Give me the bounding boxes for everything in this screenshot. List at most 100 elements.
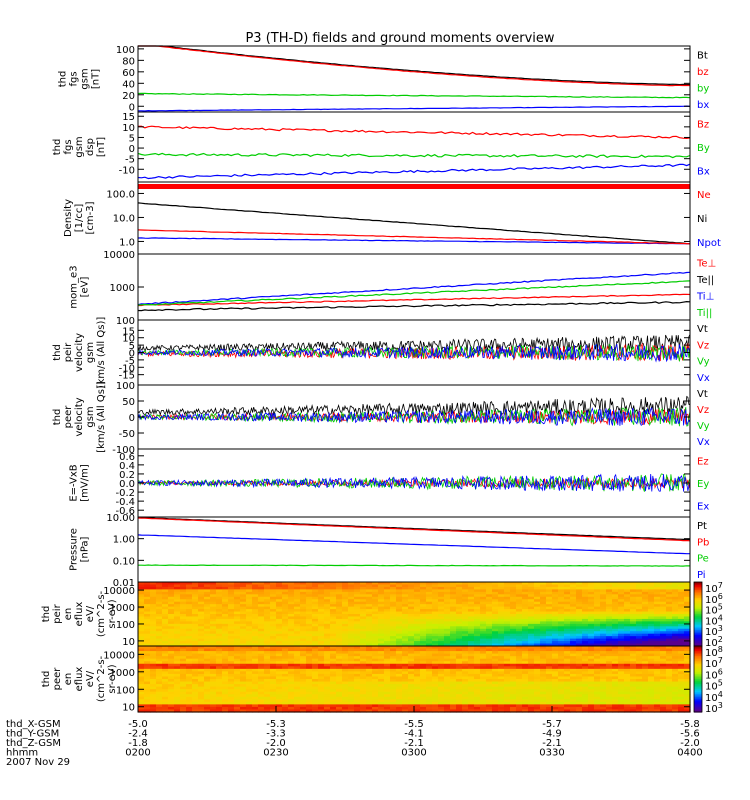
spectrogram-1-cell xyxy=(540,638,547,642)
spectrogram-2-cell xyxy=(582,646,589,650)
spectrogram-1-cell xyxy=(402,611,409,615)
spectrogram-1-cell xyxy=(246,623,253,627)
spectrogram-1-cell xyxy=(582,584,589,588)
spectrogram-1-cell xyxy=(258,582,265,586)
spectrogram-1-cell xyxy=(228,626,235,630)
spectrogram-2-cell xyxy=(330,666,337,670)
spectrogram-1-cell xyxy=(456,596,463,600)
spectrogram-1-cell xyxy=(378,611,385,615)
spectrogram-1-cell xyxy=(378,601,385,605)
spectrogram-1-cell xyxy=(162,589,169,593)
spectrogram-2-cell xyxy=(642,681,649,685)
spectrogram-2-cell xyxy=(270,694,277,698)
spectrogram-2-cell xyxy=(384,671,391,675)
spectrogram-1-cell xyxy=(498,582,505,586)
spectrogram-2-cell xyxy=(252,663,259,667)
spectrogram-2-cell xyxy=(354,701,361,705)
spectrogram-1-cell xyxy=(564,636,571,640)
spectrogram-2-cell xyxy=(396,646,403,650)
spectrogram-2-cell xyxy=(204,648,211,652)
panel-1-ylabel: thd fgs gsm [nT] xyxy=(58,68,102,89)
spectrogram-1-cell xyxy=(186,606,193,610)
spectrogram-1-cell xyxy=(294,623,301,627)
spectrogram-2-cell xyxy=(252,701,259,705)
spectrogram-2-cell xyxy=(432,668,439,672)
spectrogram-2-cell xyxy=(414,658,421,662)
spectrogram-1-cell xyxy=(594,621,601,625)
spectrogram-2-cell xyxy=(522,684,529,688)
spectrogram-2-cell xyxy=(624,648,631,652)
spectrogram-2-cell xyxy=(498,661,505,665)
spectrogram-2-cell xyxy=(282,696,289,700)
spectrogram-1-cell xyxy=(402,616,409,620)
spectrogram-2-cell xyxy=(540,704,547,708)
spectrogram-1-cell xyxy=(216,589,223,593)
spectrogram-2-cell xyxy=(360,706,367,711)
spectrogram-1-cell xyxy=(450,618,457,622)
spectrogram-2-cell xyxy=(174,706,181,711)
spectrogram-2-cell xyxy=(288,706,295,711)
spectrogram-1-cell xyxy=(522,599,529,603)
spectrogram-1-cell xyxy=(138,594,145,598)
spectrogram-1-cell xyxy=(348,621,355,625)
spectrogram-1-colorbar-step xyxy=(694,607,702,610)
spectrogram-1-cell xyxy=(684,636,691,640)
spectrogram-1-cell xyxy=(258,643,265,647)
spectrogram-1-cell xyxy=(354,611,361,615)
spectrogram-2-cell xyxy=(456,696,463,700)
spectrogram-2-cell xyxy=(336,651,343,655)
spectrogram-1-cell xyxy=(348,582,355,586)
spectrogram-1-cell xyxy=(426,633,433,637)
spectrogram-1-cell xyxy=(204,628,211,632)
spectrogram-1-cell xyxy=(282,638,289,642)
spectrogram-1-cell xyxy=(174,584,181,588)
spectrogram-2-cell xyxy=(360,651,367,655)
spectrogram-1-cell xyxy=(492,601,499,605)
spectrogram-1-cell xyxy=(288,596,295,600)
spectrogram-1-cell xyxy=(474,638,481,642)
panel-1-bg xyxy=(138,46,690,112)
panel-8-legend-Pb: Pb xyxy=(697,537,709,548)
spectrogram-1-cell xyxy=(192,586,199,590)
spectrogram-1-cell xyxy=(480,616,487,620)
panel-1-legend-by: by xyxy=(697,83,709,94)
spectrogram-2-cell xyxy=(258,646,265,650)
spectrogram-1-cell xyxy=(240,636,247,640)
spectrogram-2-cell xyxy=(162,666,169,670)
spectrogram-2-cell xyxy=(654,694,661,698)
spectrogram-1-cell xyxy=(186,609,193,613)
spectrogram-2-cell xyxy=(618,686,625,690)
spectrogram-2-cell xyxy=(654,666,661,670)
spectrogram-2-cell xyxy=(354,653,361,657)
spectrogram-2-cell xyxy=(540,653,547,657)
spectrogram-2-cell xyxy=(324,689,331,693)
spectrogram-1-cell xyxy=(528,616,535,620)
spectrogram-2-cell xyxy=(552,648,559,652)
spectrogram-1-cell xyxy=(192,616,199,620)
panel-8-legend-Pe: Pe xyxy=(697,554,709,565)
spectrogram-2-cell xyxy=(402,679,409,683)
spectrogram-2-cell xyxy=(444,709,451,713)
spectrogram-1-cell xyxy=(618,618,625,622)
spectrogram-1-cell xyxy=(612,591,619,595)
spectrogram-2-cell xyxy=(456,676,463,680)
spectrogram-1-cell xyxy=(222,641,229,645)
spectrogram-2-cell xyxy=(600,666,607,670)
spectrogram-1-cell xyxy=(336,589,343,593)
spectrogram-2-cell xyxy=(174,666,181,670)
spectrogram-1-cell xyxy=(540,633,547,637)
spectrogram-2-cell xyxy=(312,651,319,655)
spectrogram-1-cell xyxy=(276,606,283,610)
spectrogram-2-cell xyxy=(246,646,253,650)
spectrogram-2-cell xyxy=(420,651,427,655)
spectrogram-1-cell xyxy=(276,638,283,642)
spectrogram-2-cell xyxy=(564,673,571,678)
spectrogram-1-cell xyxy=(174,631,181,635)
spectrogram-2-cell xyxy=(468,676,475,680)
spectrogram-2-cell xyxy=(492,661,499,665)
spectrogram-2-cell xyxy=(306,694,313,698)
spectrogram-1-cell xyxy=(522,611,529,615)
spectrogram-2-cell xyxy=(624,699,631,703)
spectrogram-2-cell xyxy=(348,689,355,693)
